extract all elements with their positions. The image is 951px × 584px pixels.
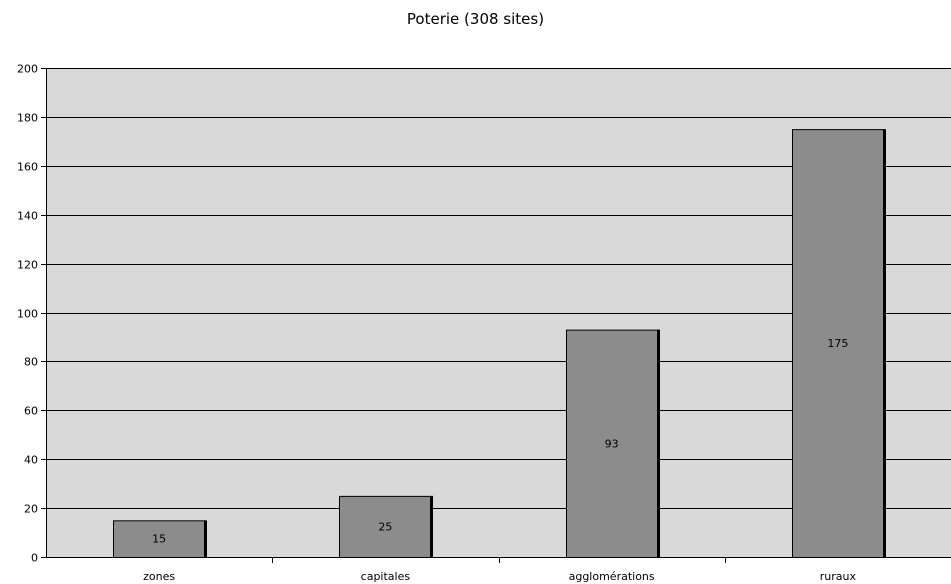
y-tick-label: 200: [17, 63, 38, 76]
x-tick-label: capitales: [361, 570, 411, 583]
bar-shadow: [657, 329, 660, 557]
chart-title: Poterie (308 sites): [406, 10, 545, 28]
bar-zones: [113, 520, 205, 559]
data-label: 93: [605, 437, 619, 450]
y-tick-label: 80: [24, 356, 38, 369]
bar-ruraux: [792, 129, 884, 558]
y-tick-label: 120: [17, 259, 38, 272]
y-tick-label: 180: [17, 112, 38, 125]
y-tick-label: 20: [24, 503, 38, 516]
tick-labels: 0 20 40 60 80 100 120 140 160 180 200 15 zones 25 capi…: [17, 63, 856, 584]
y-tick-label: 100: [17, 308, 38, 321]
y-tick-label: 60: [24, 405, 38, 418]
data-label: 15: [152, 533, 166, 546]
y-tick-label: 160: [17, 161, 38, 174]
bar-shadow: [430, 495, 433, 557]
bar-shadow: [883, 129, 886, 557]
data-label: 175: [827, 337, 848, 350]
y-tick-label: 40: [24, 454, 38, 467]
bar-agglomérations: [566, 329, 658, 558]
y-tick-label: 0: [31, 552, 38, 565]
axes: [41, 68, 951, 563]
bars: [113, 129, 886, 559]
x-tick-label: zones: [143, 570, 175, 583]
bar-shadow: [204, 520, 207, 557]
y-tick-label: 140: [17, 210, 38, 223]
x-tick-label: agglomérations: [569, 570, 655, 583]
data-label: 25: [378, 520, 392, 533]
bar-capitales: [339, 495, 431, 558]
x-tick-label: ruraux: [820, 570, 857, 583]
